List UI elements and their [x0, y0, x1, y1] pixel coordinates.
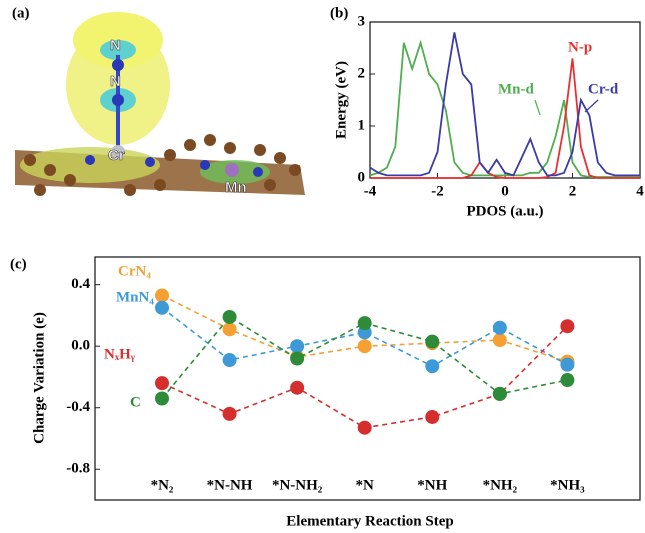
figure: (a) N N Cr Mn (b) PDOS (a.u.) Energy (eV) 0… — [0, 0, 645, 533]
y-tick-label: -0.8 — [66, 461, 90, 477]
panel-label: (a) — [12, 5, 30, 21]
x-tick-label: *NH — [417, 477, 447, 493]
data-point — [290, 339, 304, 353]
data-point — [155, 376, 169, 390]
series-name: Cr-d — [588, 81, 619, 97]
atom-label: N — [110, 37, 121, 54]
y-tick-label: 1 — [358, 117, 366, 133]
atom-label: N — [110, 73, 121, 90]
y-axis-label: Charge Variation (e) — [31, 312, 47, 444]
x-tick-label: *N-NH₂ — [272, 477, 323, 493]
x-tick-label: 4 — [636, 183, 644, 199]
data-point — [425, 410, 439, 424]
panel-label: (c) — [10, 256, 27, 272]
x-tick-label: *N-NH — [207, 477, 253, 493]
data-point — [425, 335, 439, 349]
annotation-arrow — [585, 100, 598, 112]
y-tick-label: 0.0 — [71, 338, 90, 354]
x-tick-label: *N — [356, 477, 375, 493]
x-tick-label: -4 — [364, 183, 377, 199]
x-tick-label: 0 — [501, 183, 509, 199]
series-name: C — [130, 394, 141, 410]
data-point — [290, 381, 304, 395]
data-point — [493, 333, 507, 347]
series-name: NₓHᵧ — [104, 346, 136, 362]
series-name: MnN₄ — [116, 289, 154, 305]
y-tick-label: -0.4 — [66, 399, 90, 415]
data-point — [560, 358, 574, 372]
series-line — [370, 43, 640, 177]
data-point — [223, 407, 237, 421]
atom-label: Cr — [108, 147, 125, 164]
series-name: CrN₄ — [118, 263, 151, 279]
data-point — [493, 321, 507, 335]
data-point — [223, 322, 237, 336]
data-point — [560, 319, 574, 333]
y-tick-label: 3 — [358, 13, 366, 29]
plot-frame — [95, 257, 640, 500]
series-name: N-p — [568, 39, 592, 55]
data-point — [358, 316, 372, 330]
data-point — [155, 301, 169, 315]
x-tick-label: *N₂ — [151, 477, 174, 493]
plot-frame — [370, 22, 640, 178]
series-line — [370, 32, 640, 175]
data-point — [358, 421, 372, 435]
y-axis-label: Energy (eV) — [333, 61, 349, 139]
x-tick-label: -2 — [431, 183, 444, 199]
series-line — [370, 58, 640, 178]
data-point — [155, 391, 169, 405]
x-axis-label: PDOS (a.u.) — [466, 203, 543, 219]
data-point — [223, 353, 237, 367]
data-point — [223, 310, 237, 324]
series-name: Mn-d — [498, 81, 534, 97]
y-tick-label: 0.4 — [71, 276, 90, 292]
y-tick-label: 2 — [358, 65, 366, 81]
x-axis-label: Elementary Reaction Step — [286, 513, 453, 529]
x-tick-label: *NH₃ — [550, 477, 585, 493]
data-point — [493, 387, 507, 401]
data-point — [425, 359, 439, 373]
annotation-arrow — [535, 100, 540, 115]
panel-label: (b) — [330, 5, 348, 21]
x-tick-label: *NH₂ — [483, 477, 518, 493]
data-point — [155, 288, 169, 302]
data-point — [290, 352, 304, 366]
structure-image — [10, 0, 320, 205]
atom-label: Mn — [225, 179, 247, 196]
data-point — [358, 339, 372, 353]
data-point — [560, 373, 574, 387]
x-tick-label: 2 — [569, 183, 577, 199]
